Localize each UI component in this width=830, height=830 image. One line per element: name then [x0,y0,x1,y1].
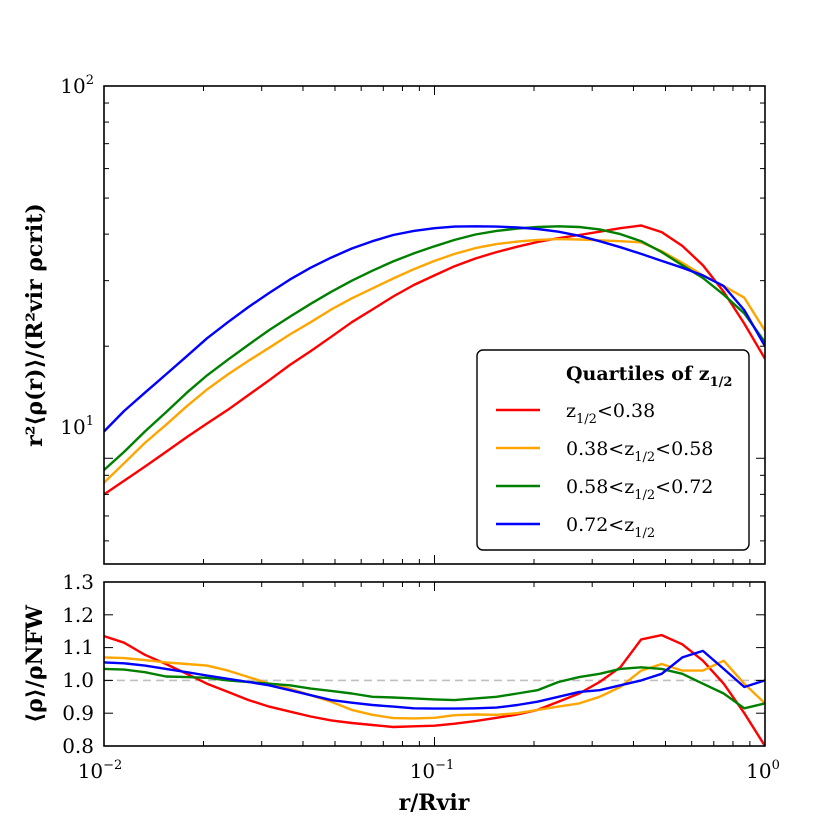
top-series-line-q1 [104,224,765,496]
top-y-tick-label-100: 102 [60,73,94,98]
bottom-panel: 0.8 0.9 1.0 1.1 1.2 1.3 10−2 10−1 100 r/… [22,570,780,816]
legend-label-q3: 0.58<z1/2<0.72 [566,476,713,503]
bottom-y-tick-label-1.1: 1.1 [62,635,94,659]
top-series-line-q4 [104,225,765,433]
bottom-y-tick-label-1.0: 1.0 [62,668,94,692]
bottom-series-line-q2 [104,656,765,720]
legend-label-q4: 0.72<z1/2 [566,514,655,541]
legend: Quartiles of z1/2 z1/2<0.38 0.38<z1/2<0.… [476,349,750,551]
bottom-y-tick-label-1.2: 1.2 [62,603,94,627]
top-panel: 101 102 r²⟨ρ(r)⟩/(R²vir ρcrit) Quartiles… [22,73,766,565]
legend-box [476,349,750,551]
bottom-y-tick-label-1.3: 1.3 [62,570,94,594]
bottom-series-group [104,633,765,746]
bottom-y-axis-label: ⟨ρ⟩/ρNFW [22,605,48,723]
x-tick-label-0.1: 10−1 [410,758,455,783]
bottom-y-tick-label-0.9: 0.9 [62,701,94,725]
legend-title: Quartiles of z1/2 [566,363,732,390]
top-series-group [104,224,765,496]
x-axis-label: r/Rvir [399,790,470,816]
x-tick-label-0.01: 10−2 [78,758,123,783]
bottom-series-line-q4 [104,649,765,710]
legend-label-q1: z1/2<0.38 [566,400,655,427]
legend-label-q2: 0.38<z1/2<0.58 [566,438,713,465]
top-y-axis-label: r²⟨ρ(r)⟩/(R²vir ρcrit) [22,203,48,447]
bottom-series-line-q3 [104,666,765,710]
bottom-series-line-q1 [104,633,765,746]
top-plot-frame [103,85,766,565]
bottom-y-tick-label-0.8: 0.8 [62,734,94,758]
top-y-tick-label-10: 101 [60,414,94,439]
top-series-line-q3 [104,225,765,471]
x-tick-label-1: 100 [746,758,780,783]
bottom-ticks [103,581,765,747]
bottom-plot-frame [103,581,766,747]
